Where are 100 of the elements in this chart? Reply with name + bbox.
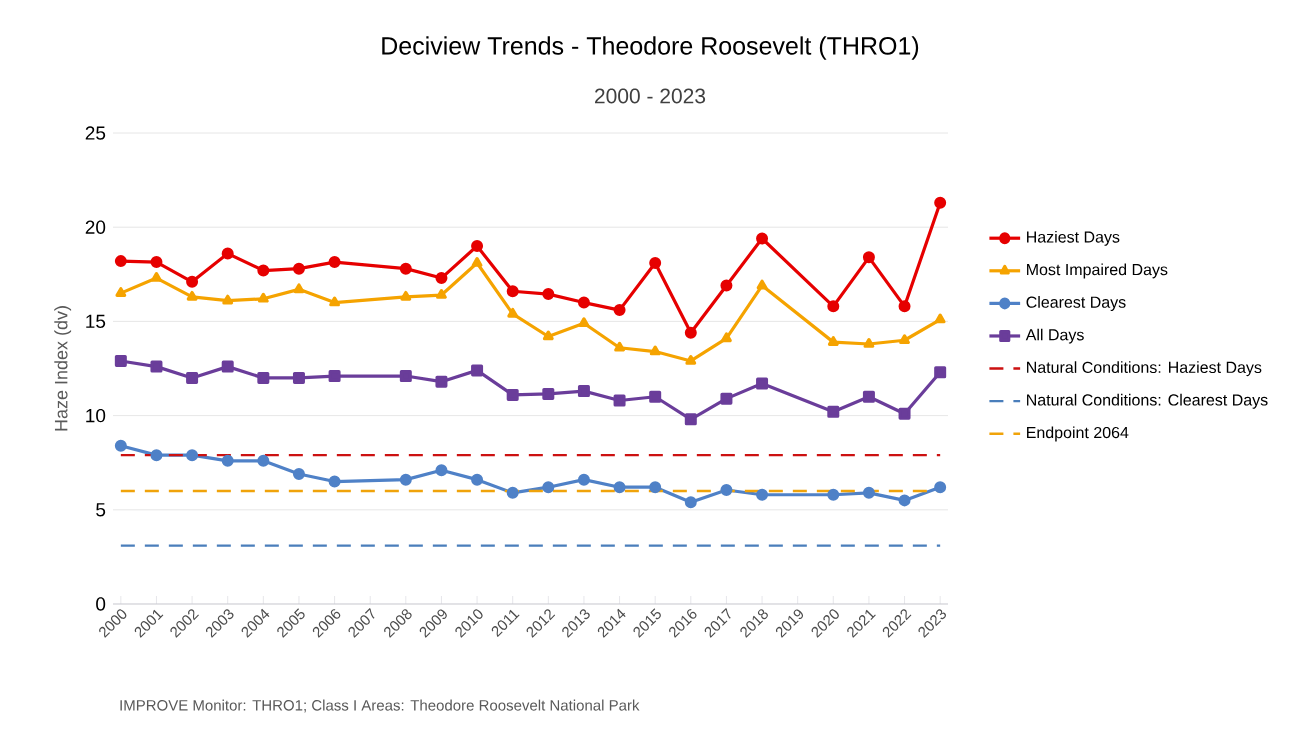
point	[649, 390, 662, 403]
point	[114, 439, 127, 452]
point	[221, 360, 234, 373]
point	[577, 473, 590, 486]
point	[257, 292, 269, 303]
point	[328, 475, 341, 488]
point	[827, 405, 840, 418]
point	[257, 371, 270, 384]
point	[720, 484, 733, 497]
legend-label: Most Impaired Days	[1027, 263, 1168, 279]
point	[150, 256, 163, 269]
point	[827, 488, 840, 501]
point	[435, 464, 448, 477]
point	[862, 251, 875, 264]
point	[542, 288, 555, 301]
point	[577, 385, 590, 398]
point	[329, 296, 340, 307]
point	[756, 488, 769, 501]
y-tick-label: 25	[85, 126, 106, 140]
point	[292, 262, 305, 275]
point	[293, 283, 305, 294]
point	[649, 481, 662, 494]
point	[150, 360, 163, 373]
y-axis-title: Haze Index (dv)	[54, 306, 72, 431]
point	[151, 272, 162, 282]
point	[471, 257, 483, 267]
point	[257, 264, 270, 277]
point	[614, 341, 625, 352]
point	[186, 275, 199, 288]
point	[685, 354, 697, 365]
point	[863, 338, 875, 348]
point	[436, 289, 447, 299]
chart-subtitle: 2000 - 2023	[595, 88, 706, 104]
point	[186, 449, 199, 462]
point	[114, 354, 127, 367]
point	[222, 294, 234, 305]
legend-label: Clearest Days	[1026, 296, 1126, 311]
point	[720, 279, 733, 292]
point	[542, 481, 555, 494]
point	[186, 371, 199, 384]
point	[898, 300, 911, 313]
point	[435, 375, 448, 388]
point	[292, 468, 305, 481]
legend-label: Natural Conditions: Clearest Days	[1027, 393, 1268, 409]
point	[471, 240, 484, 253]
point	[150, 449, 163, 462]
point	[934, 313, 946, 324]
point	[613, 394, 626, 407]
point	[756, 232, 769, 245]
point	[400, 290, 412, 301]
point	[292, 371, 305, 384]
point	[114, 255, 127, 268]
point	[613, 304, 626, 317]
legend-label: Natural Conditions: Haziest Days	[1027, 361, 1262, 377]
point	[506, 486, 519, 499]
point	[934, 481, 947, 494]
text: IMPROVE Monitor: THRO1; Class I Areas: Theodore Roosevelt National Park	[120, 699, 640, 713]
point	[649, 345, 661, 356]
point	[471, 473, 484, 486]
point	[862, 390, 875, 403]
legend-label: Haziest Days	[1027, 230, 1120, 246]
point	[613, 481, 626, 494]
point	[898, 407, 911, 420]
y-tick-label: 20	[85, 220, 106, 234]
point	[328, 370, 341, 383]
point	[115, 287, 127, 297]
point	[756, 377, 769, 390]
point	[756, 279, 768, 290]
y-tick-label: 15	[86, 314, 106, 329]
point	[399, 473, 412, 486]
y-tick-label: 5	[96, 503, 106, 517]
point	[221, 454, 234, 467]
point	[578, 317, 590, 328]
point	[506, 285, 519, 298]
point	[720, 392, 733, 405]
point	[399, 370, 412, 383]
point	[186, 290, 198, 301]
point	[471, 364, 484, 377]
point	[257, 454, 270, 467]
point	[221, 247, 234, 260]
point	[542, 387, 555, 400]
y-tick-label: 10	[86, 408, 106, 423]
point	[507, 307, 519, 318]
legend-label: All Days	[1025, 328, 1084, 344]
y-tick-label: 0	[96, 597, 106, 611]
point	[827, 300, 840, 313]
point	[328, 256, 341, 269]
point	[899, 334, 910, 345]
point	[577, 296, 590, 309]
point	[721, 332, 732, 343]
point	[649, 257, 662, 269]
point	[684, 413, 697, 426]
point	[684, 326, 697, 339]
point	[435, 272, 448, 285]
point	[684, 496, 697, 509]
chart-title: Deciview Trends - Theodore Roosevelt (THRO1)	[382, 36, 919, 60]
point	[827, 336, 839, 346]
point	[862, 486, 875, 499]
point	[542, 330, 554, 341]
point	[506, 388, 519, 401]
